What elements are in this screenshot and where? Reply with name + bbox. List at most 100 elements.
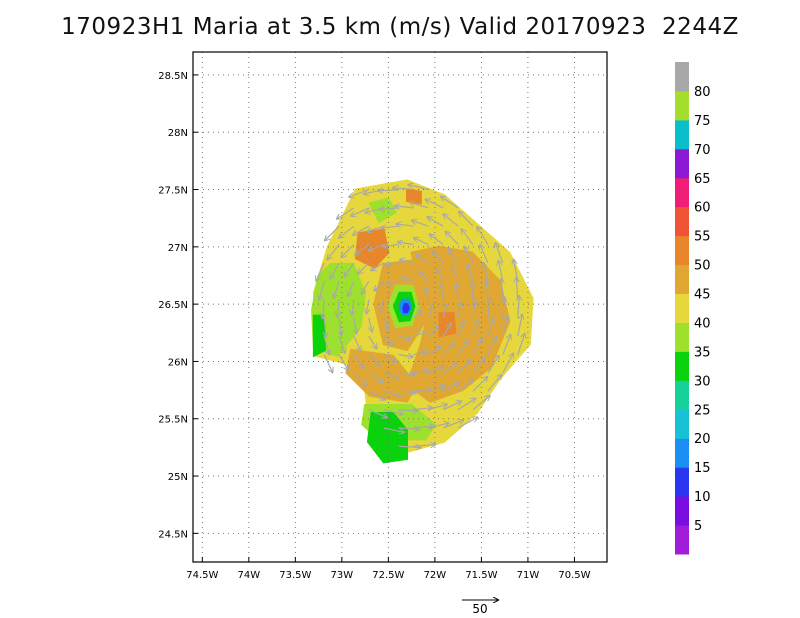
wind-vector — [374, 280, 385, 290]
wind-vector — [354, 317, 357, 333]
wind-vector — [427, 306, 432, 319]
wind-vector — [480, 245, 489, 264]
wind-vector — [464, 247, 474, 264]
y-tick-label: 28N — [168, 128, 188, 139]
x-tick-label: 73W — [331, 570, 354, 581]
wind-vector — [488, 299, 490, 318]
wind-vector — [368, 390, 385, 400]
colorbar: 5 10 15 20 25 30 35 40 45 50 55 60 65 70 75 80 — [675, 62, 711, 555]
colorbar-swatch — [675, 148, 689, 179]
wind-vector — [383, 354, 397, 362]
wind-vector — [442, 343, 454, 356]
wind-vector — [457, 379, 473, 392]
y-tick-label: 24.5N — [158, 529, 188, 540]
wind-vector — [355, 244, 370, 255]
wind-vector — [425, 287, 428, 300]
wind-vector — [330, 262, 340, 279]
plot-frame — [192, 51, 608, 563]
wind-vector — [443, 214, 459, 227]
region-wind-field-55-ne — [406, 188, 422, 205]
region-wind-field-30-south — [366, 412, 408, 464]
wind-vector — [413, 370, 430, 373]
wind-vector — [402, 277, 414, 282]
wind-vector — [457, 399, 475, 411]
x-tick-label: 72.5W — [372, 570, 404, 581]
wind-vector — [442, 363, 457, 374]
colorbar-swatch — [675, 206, 689, 237]
colorbar-label: 5 — [694, 519, 702, 534]
wind-vector — [341, 244, 355, 258]
wind-vector — [487, 337, 496, 355]
wind-vector — [368, 354, 380, 366]
y-tick-label: 27N — [168, 243, 188, 254]
wind-vector — [327, 244, 340, 260]
wind-vector — [352, 299, 354, 315]
wind-vector — [458, 302, 461, 318]
wind-vector — [472, 339, 482, 355]
wind-vector — [337, 299, 339, 317]
colorbar-swatch — [675, 177, 689, 208]
wind-vector — [428, 347, 441, 356]
wind-vector — [400, 260, 414, 263]
wind-speed-field — [311, 179, 534, 464]
colorbar-label: 40 — [694, 316, 711, 331]
wind-vector — [383, 427, 404, 432]
wind-vector — [487, 375, 502, 392]
x-tick-label: 71.5W — [465, 570, 497, 581]
wind-vector — [395, 206, 414, 208]
colorbar-swatch — [675, 496, 689, 526]
wind-vector — [459, 212, 474, 227]
wind-vector — [498, 261, 504, 282]
colorbar-swatch — [675, 525, 689, 555]
wind-vector — [368, 335, 377, 348]
wind-vector — [319, 281, 325, 299]
wind-vector — [443, 382, 459, 392]
y-tick-label: 25.5N — [158, 415, 188, 426]
wind-vector — [339, 225, 355, 238]
wind-vector — [398, 446, 421, 447]
wind-vector — [443, 304, 446, 319]
colorbar-label: 10 — [694, 490, 711, 505]
x-tick-label: 73.5W — [279, 570, 311, 581]
colorbar-label: 20 — [694, 432, 711, 447]
colorbar-label: 35 — [694, 345, 711, 360]
wind-vector — [323, 354, 332, 373]
colorbar-label: 55 — [694, 230, 711, 245]
wind-vector — [393, 188, 414, 190]
wind-vector — [457, 321, 465, 337]
wind-vector — [324, 317, 326, 337]
wind-vectors — [316, 185, 525, 448]
wind-vector — [413, 408, 433, 410]
wind-vector — [397, 224, 414, 226]
wind-vector — [368, 409, 387, 418]
colorbar-label: 30 — [694, 374, 711, 389]
wind-vector — [436, 268, 444, 282]
wind-vector — [477, 227, 489, 245]
wind-vector — [383, 409, 403, 415]
wind-vector — [383, 372, 399, 379]
wind-vector — [358, 262, 370, 274]
wind-vector — [413, 352, 428, 355]
wind-vector — [398, 428, 420, 429]
region-eye-core-10 — [402, 303, 410, 314]
reference-vector: 50 — [462, 600, 498, 616]
region-wind-field-30-west — [312, 314, 327, 358]
wind-vector — [472, 320, 479, 337]
wind-vector — [471, 282, 473, 300]
colorbar-label: 80 — [694, 85, 711, 100]
wind-vector — [387, 281, 399, 285]
colorbar-swatch — [675, 119, 689, 150]
colorbar-label: 65 — [694, 172, 711, 187]
wind-vector — [338, 354, 348, 371]
wind-vector — [446, 232, 459, 245]
x-tick-label: 71W — [517, 570, 540, 581]
wind-vector — [503, 297, 505, 318]
colorbar-label: 45 — [694, 288, 711, 303]
wind-vector — [456, 284, 458, 300]
wind-vector — [516, 278, 517, 300]
wind-vector — [427, 327, 438, 337]
wind-vector — [368, 372, 383, 383]
wind-vector — [502, 335, 511, 355]
wind-vector — [339, 317, 341, 335]
wind-vector — [414, 238, 429, 246]
